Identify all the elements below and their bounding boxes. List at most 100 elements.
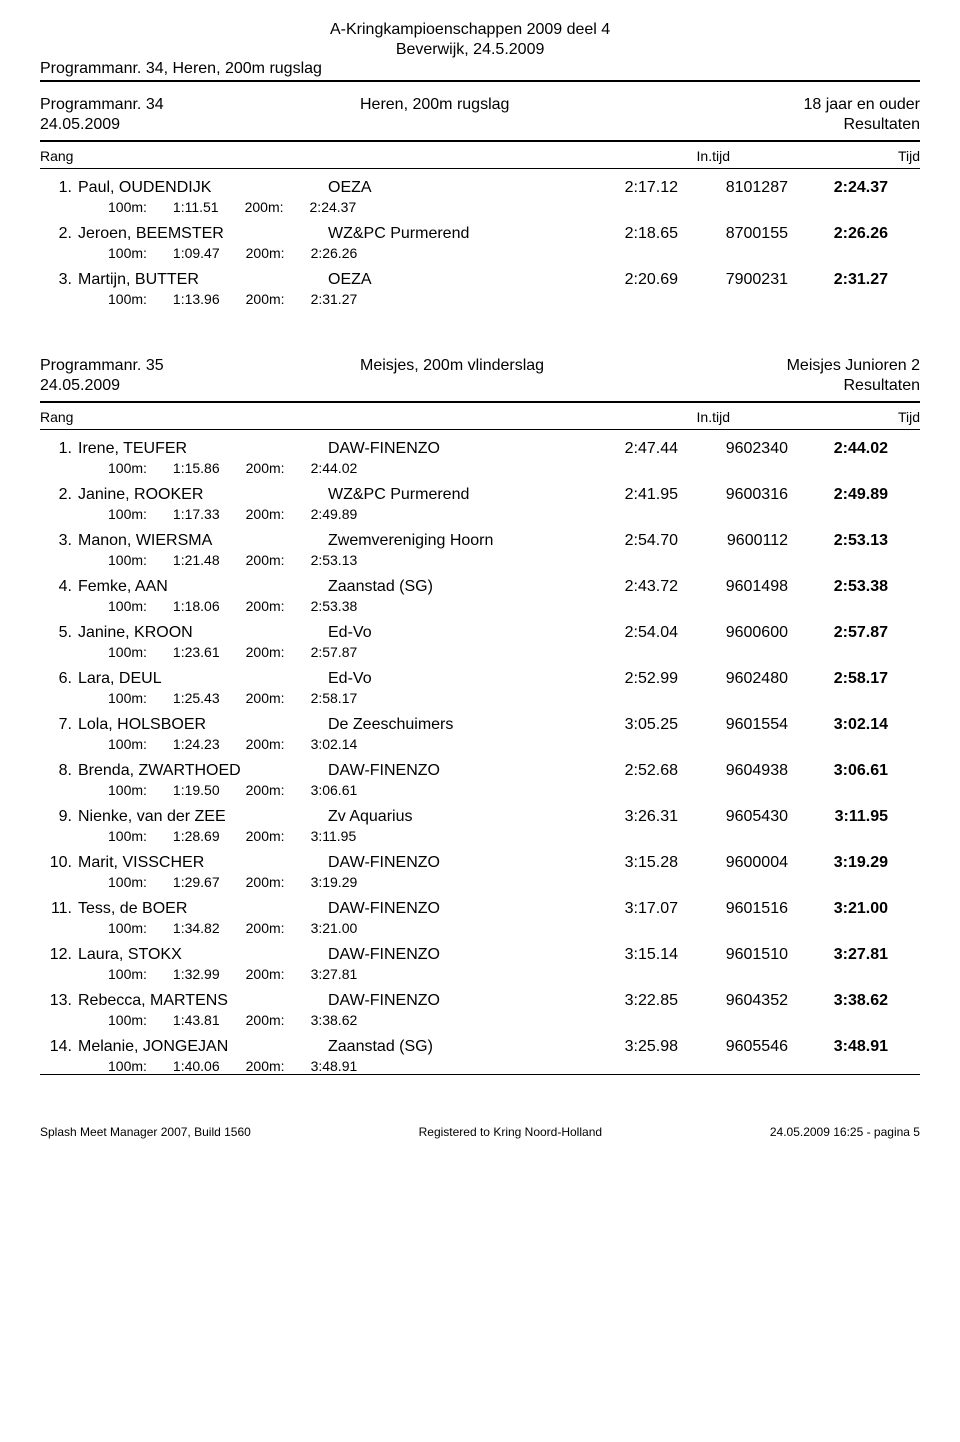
split-time: 2:53.13	[311, 552, 358, 568]
result-code: 9604352	[678, 992, 788, 1010]
result-rank: 14.	[40, 1038, 78, 1056]
result-final: 2:44.02	[788, 440, 888, 458]
result-code: 9601498	[678, 578, 788, 596]
split-time: 1:24.23	[173, 736, 220, 752]
result-name: Janine, ROOKER	[78, 486, 318, 504]
split-time: 2:26.26	[311, 245, 358, 261]
program-category: Meisjes Junioren 2	[720, 357, 920, 375]
result-intime: 2:52.68	[588, 762, 678, 780]
split-label: 100m:	[108, 644, 147, 660]
result-splits: 100m:1:23.61200m:2:57.87	[40, 642, 920, 660]
split-time: 1:32.99	[173, 966, 220, 982]
col-tijd: Tijd	[850, 148, 920, 164]
result-intime: 3:05.25	[588, 716, 678, 734]
result-code: 9602340	[678, 440, 788, 458]
event-subtitle-left: Programmanr. 34, Heren, 200m rugslag	[40, 60, 322, 78]
split-label: 200m:	[246, 874, 285, 890]
result-intime: 3:17.07	[588, 900, 678, 918]
result-rank: 10.	[40, 854, 78, 872]
result-intime: 2:43.72	[588, 578, 678, 596]
result-name: Brenda, ZWARTHOED	[78, 762, 318, 780]
result-splits: 100m:1:21.48200m:2:53.13	[40, 550, 920, 568]
result-final: 2:24.37	[788, 179, 888, 197]
split-time: 3:11.95	[311, 828, 357, 844]
results-label: Resultaten	[300, 377, 920, 395]
result-intime: 2:41.95	[588, 486, 678, 504]
split-label: 100m:	[108, 1012, 147, 1028]
result-code: 9602480	[678, 670, 788, 688]
result-code: 9601554	[678, 716, 788, 734]
result-club: DAW-FINENZO	[318, 992, 588, 1010]
result-rank: 2.	[40, 225, 78, 243]
split-label: 200m:	[246, 966, 285, 982]
result-intime: 2:54.04	[588, 624, 678, 642]
result-splits: 100m:1:17.33200m:2:49.89	[40, 504, 920, 522]
page-header: A-Kringkampioenschappen 2009 deel 4 Beve…	[40, 20, 920, 80]
program-date: 24.05.2009	[40, 377, 300, 395]
result-rank: 9.	[40, 808, 78, 826]
result-rank: 1.	[40, 440, 78, 458]
result-name: Janine, KROON	[78, 624, 318, 642]
result-code: 9605546	[678, 1038, 788, 1056]
result-club: WZ&PC Purmerend	[318, 225, 588, 243]
result-row: 3.Manon, WIERSMAZwemvereniging Hoorn2:54…	[40, 522, 920, 550]
result-club: OEZA	[318, 179, 588, 197]
result-final: 3:02.14	[788, 716, 888, 734]
result-rank: 7.	[40, 716, 78, 734]
result-rank: 3.	[40, 532, 78, 550]
result-final: 2:31.27	[788, 271, 888, 289]
split-label: 100m:	[108, 506, 147, 522]
result-club: Ed-Vo	[318, 670, 588, 688]
program-date: 24.05.2009	[40, 116, 300, 134]
result-final: 3:19.29	[788, 854, 888, 872]
split-label: 100m:	[108, 690, 147, 706]
split-label: 200m:	[246, 506, 285, 522]
split-time: 3:38.62	[311, 1012, 358, 1028]
result-row: 2.Jeroen, BEEMSTERWZ&PC Purmerend2:18.65…	[40, 215, 920, 243]
result-name: Martijn, BUTTER	[78, 271, 318, 289]
result-code: 9601510	[678, 946, 788, 964]
result-final: 2:53.38	[788, 578, 888, 596]
result-code: 9600600	[678, 624, 788, 642]
split-time: 1:40.06	[173, 1058, 220, 1074]
result-splits: 100m:1:13.96200m:2:31.27	[40, 289, 920, 307]
split-time: 1:21.48	[173, 552, 220, 568]
result-splits: 100m:1:40.06200m:3:48.91	[40, 1056, 920, 1074]
result-code: 9605430	[678, 808, 788, 826]
result-row: 4.Femke, AANZaanstad (SG)2:43.7296014982…	[40, 568, 920, 596]
result-row: 12.Laura, STOKXDAW-FINENZO3:15.149601510…	[40, 936, 920, 964]
column-headers: RangIn.tijdTijd	[40, 403, 920, 429]
split-label: 200m:	[246, 920, 285, 936]
split-time: 1:23.61	[173, 644, 220, 660]
result-club: Zaanstad (SG)	[318, 1038, 588, 1056]
result-club: WZ&PC Purmerend	[318, 486, 588, 504]
event-title-block: A-Kringkampioenschappen 2009 deel 4 Beve…	[330, 20, 610, 60]
result-club: OEZA	[318, 271, 588, 289]
result-final: 2:26.26	[788, 225, 888, 243]
result-name: Marit, VISSCHER	[78, 854, 318, 872]
result-splits: 100m:1:18.06200m:2:53.38	[40, 596, 920, 614]
split-label: 200m:	[246, 1012, 285, 1028]
result-code: 9600004	[678, 854, 788, 872]
split-label: 100m:	[108, 966, 147, 982]
split-label: 200m:	[246, 291, 285, 307]
split-label: 100m:	[108, 199, 147, 215]
result-splits: 100m:1:34.82200m:3:21.00	[40, 918, 920, 936]
split-time: 3:27.81	[311, 966, 358, 982]
section-gap	[40, 307, 920, 343]
result-intime: 3:15.14	[588, 946, 678, 964]
result-club: DAW-FINENZO	[318, 946, 588, 964]
result-intime: 2:54.70	[588, 532, 678, 550]
result-club: DAW-FINENZO	[318, 762, 588, 780]
split-time: 1:19.50	[173, 782, 220, 798]
result-name: Jeroen, BEEMSTER	[78, 225, 318, 243]
result-club: Zaanstad (SG)	[318, 578, 588, 596]
result-rank: 1.	[40, 179, 78, 197]
split-time: 1:11.51	[173, 199, 219, 215]
result-name: Lara, DEUL	[78, 670, 318, 688]
split-label: 200m:	[246, 782, 285, 798]
result-final: 2:49.89	[788, 486, 888, 504]
result-name: Rebecca, MARTENS	[78, 992, 318, 1010]
result-final: 3:06.61	[788, 762, 888, 780]
result-splits: 100m:1:15.86200m:2:44.02	[40, 458, 920, 476]
